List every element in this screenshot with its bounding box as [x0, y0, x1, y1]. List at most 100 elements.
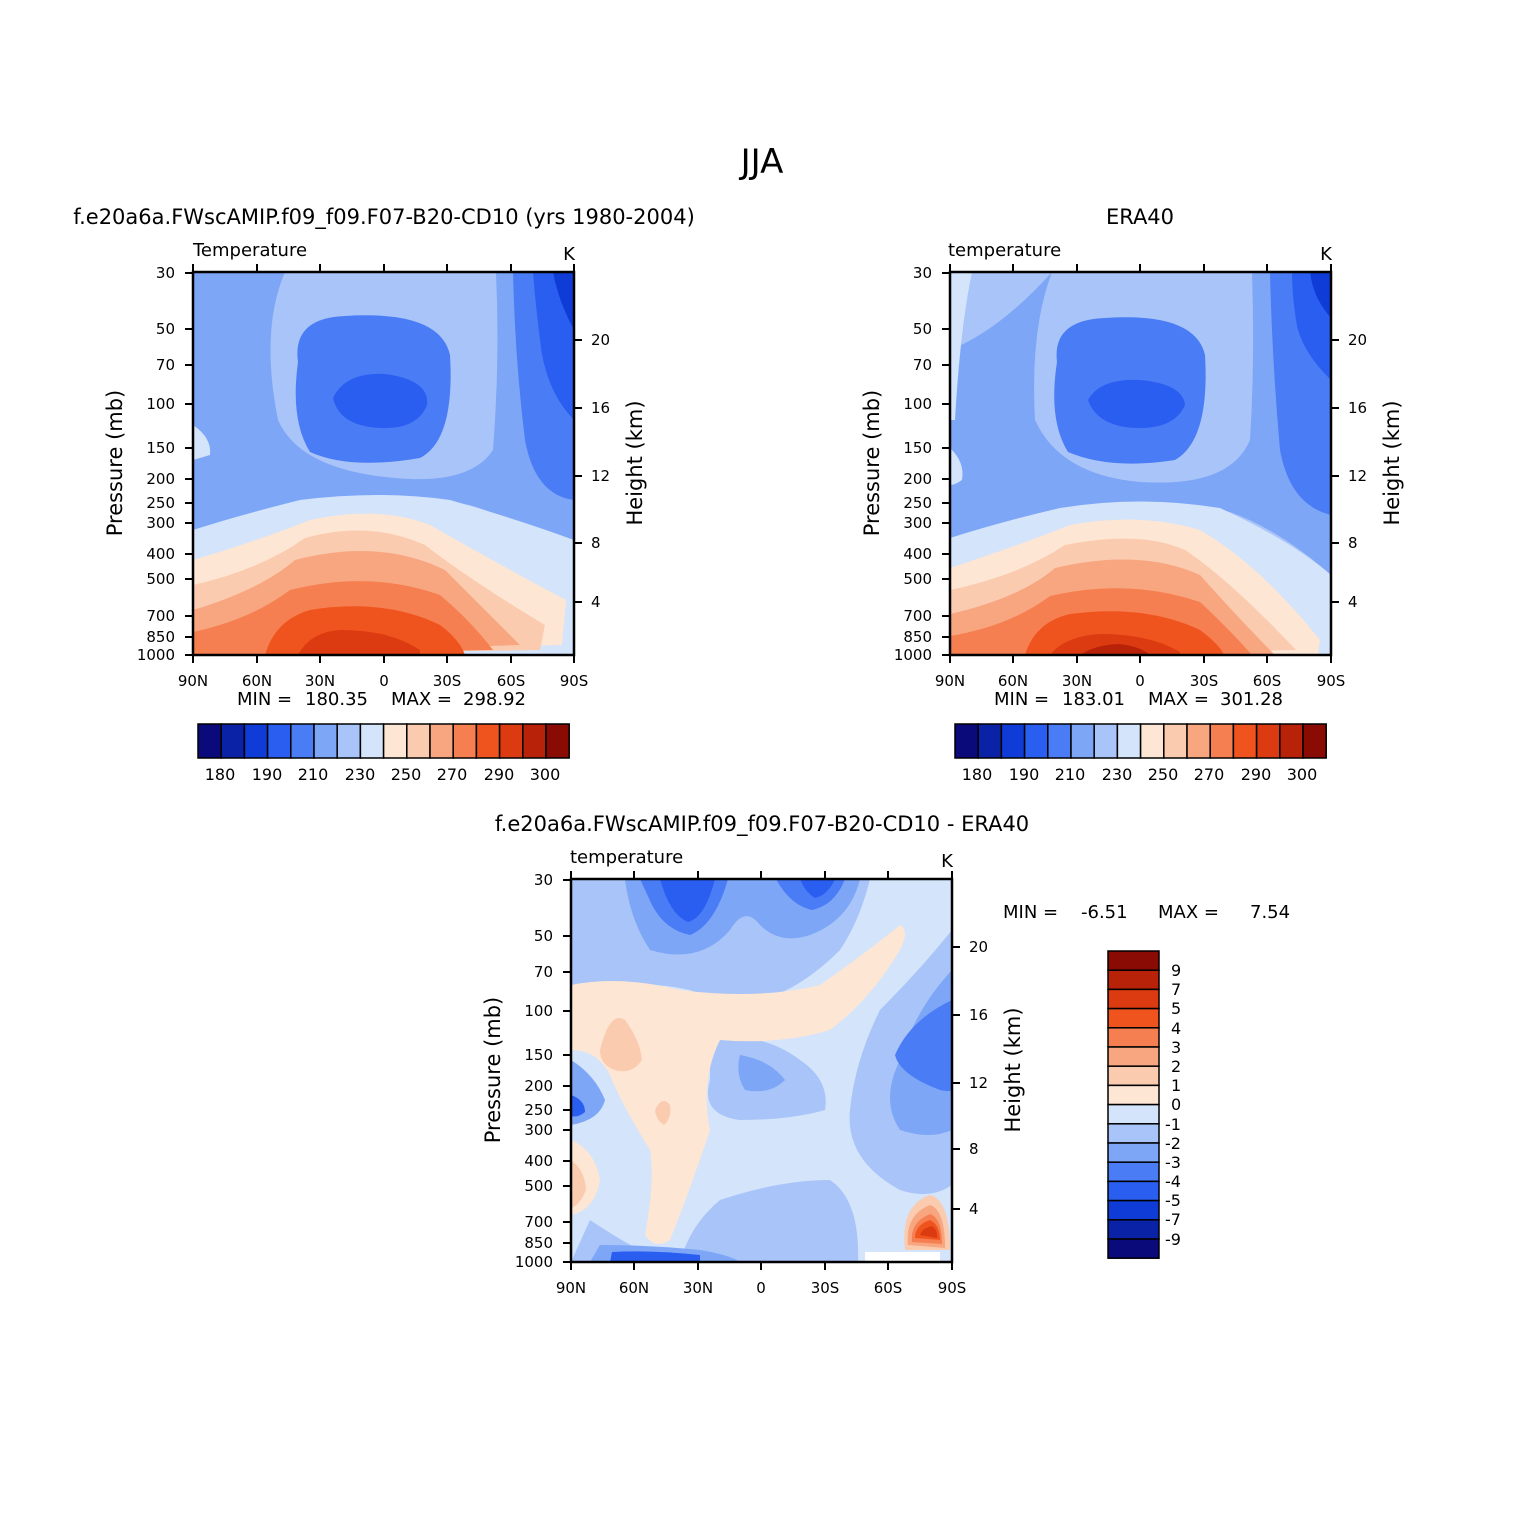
colorbar-swatch	[1186, 723, 1211, 759]
colorbar-label: -3	[1165, 1153, 1181, 1172]
panel-difference: f.e20a6a.FWscAMIP.f09_f09.F07-B20-CD10 -…	[481, 812, 1290, 1297]
colorbar-label: 230	[1102, 765, 1133, 784]
colorbar: 180 190 210 230 250 270 290 300	[954, 723, 1327, 784]
variable-label: temperature	[948, 240, 1061, 261]
y-tick-label: 1000	[894, 646, 932, 664]
contour-band	[600, 1018, 642, 1072]
y2-tick-labels: 20 16 12 8 4	[1348, 331, 1367, 611]
colorbar-swatches	[197, 723, 570, 759]
y-tick-label: 250	[903, 494, 932, 512]
y-tick-label: 100	[146, 395, 175, 413]
colorbar-label: 1	[1171, 1076, 1181, 1095]
colorbar-label: -9	[1165, 1230, 1181, 1249]
max-value: 301.28	[1220, 689, 1283, 710]
y-tick-label: 100	[524, 1002, 553, 1020]
colorbar-label: 5	[1171, 999, 1181, 1018]
panel-model: f.e20a6a.FWscAMIP.f09_f09.F07-B20-CD10 (…	[73, 205, 695, 784]
y2-tick-label: 4	[969, 1200, 979, 1218]
y2-tick-label: 20	[591, 331, 610, 349]
x-tick-label: 60S	[1253, 672, 1282, 690]
colorbar-swatches	[1107, 950, 1160, 1259]
y2-tick-label: 16	[591, 399, 610, 417]
variable-label: temperature	[570, 847, 683, 868]
y-tick-label: 400	[146, 545, 175, 563]
x-tick-label: 30S	[433, 672, 462, 690]
min-label: MIN =	[237, 689, 292, 710]
contour-band	[1310, 272, 1331, 318]
y-tick-label: 850	[524, 1234, 553, 1252]
y-tick-label: 30	[156, 264, 175, 282]
colorbar-swatch	[1255, 723, 1281, 759]
y2-tick-label: 20	[969, 938, 988, 956]
colorbar-label: 180	[205, 765, 236, 784]
contour-band	[950, 272, 972, 420]
contour-band	[738, 1055, 785, 1092]
colorbar-label: 300	[1287, 765, 1318, 784]
colorbar-swatch	[475, 723, 501, 759]
colorbar-swatch	[1107, 1123, 1160, 1144]
colorbar-swatch	[545, 723, 570, 759]
contour-band	[298, 630, 420, 655]
min-label: MIN =	[1003, 902, 1058, 923]
y-tick-label: 400	[903, 545, 932, 563]
y2-tick-label: 12	[969, 1074, 988, 1092]
y-axis-label: Pressure (mb)	[860, 390, 884, 537]
colorbar-swatch	[1070, 723, 1095, 759]
max-label: MAX =	[391, 689, 452, 710]
colorbar-swatch	[498, 723, 524, 759]
contour-band	[655, 1101, 671, 1125]
colorbar-swatch	[313, 723, 338, 759]
colorbar-swatch	[1047, 723, 1072, 759]
y2-ticks	[952, 946, 960, 1210]
colorbar-swatch	[1107, 1007, 1160, 1029]
y2-tick-label: 4	[1348, 593, 1358, 611]
panel-era40: ERA40 temperature K 90N	[860, 205, 1404, 784]
x-tick-label: 30N	[1062, 672, 1092, 690]
y-tick-labels: 30 50 70 100 150 200 250 300 400 500 700…	[894, 264, 932, 664]
x-tick-label: 60S	[874, 1279, 903, 1297]
contour-band	[950, 272, 1331, 575]
y2-ticks	[574, 339, 582, 603]
y2-tick-label: 12	[591, 467, 610, 485]
y-tick-label: 1000	[137, 646, 175, 664]
y-tick-label: 500	[146, 570, 175, 588]
y-ticks	[942, 272, 950, 656]
colorbar-swatch	[1107, 1027, 1160, 1048]
x-tick-label: 30N	[683, 1279, 713, 1297]
y-tick-label: 500	[524, 1177, 553, 1195]
colorbar-swatch	[1139, 723, 1165, 759]
colorbar-label: 300	[530, 765, 561, 784]
x-tick-labels: 90N 60N 30N 0 30S 60S 90S	[178, 672, 588, 690]
y-ticks	[563, 879, 571, 1263]
contour-band	[610, 1251, 700, 1262]
y-ticks	[185, 272, 193, 656]
colorbar-swatch	[1107, 1084, 1160, 1106]
panel-title: f.e20a6a.FWscAMIP.f09_f09.F07-B20-CD10 (…	[73, 205, 695, 230]
x-tick-label: 60N	[619, 1279, 649, 1297]
colorbar-swatch	[1107, 1180, 1160, 1202]
colorbar: 9 7 5 4 3 2 1 0 -1 -2 -3 -4 -5 -7 -9	[1107, 950, 1181, 1259]
x-tick-label: 90S	[560, 672, 589, 690]
colorbar-label: 270	[1194, 765, 1225, 784]
x-ticks	[192, 264, 575, 663]
colorbar-swatch	[1107, 969, 1160, 991]
colorbar-swatch	[382, 723, 408, 759]
y-tick-label: 300	[524, 1121, 553, 1139]
colorbar-swatch	[1232, 723, 1258, 759]
colorbar-label: 250	[1148, 765, 1179, 784]
y2-ticks	[1331, 339, 1339, 603]
colorbar-label: 270	[437, 765, 468, 784]
y-tick-label: 1000	[515, 1253, 553, 1271]
y2-tick-labels: 20 16 12 8 4	[591, 331, 610, 611]
y-axis-label: Pressure (mb)	[481, 997, 505, 1144]
colorbar-label: -2	[1165, 1134, 1181, 1153]
y-tick-label: 250	[524, 1101, 553, 1119]
x-tick-label: 30S	[1190, 672, 1219, 690]
colorbar-label: -1	[1165, 1115, 1181, 1134]
y-tick-label: 70	[534, 963, 553, 981]
contour-band	[895, 1000, 952, 1091]
contour-band	[950, 448, 963, 485]
colorbar-swatch	[1023, 723, 1049, 759]
colorbar-swatches	[954, 723, 1327, 759]
x-tick-label: 0	[756, 1279, 766, 1297]
